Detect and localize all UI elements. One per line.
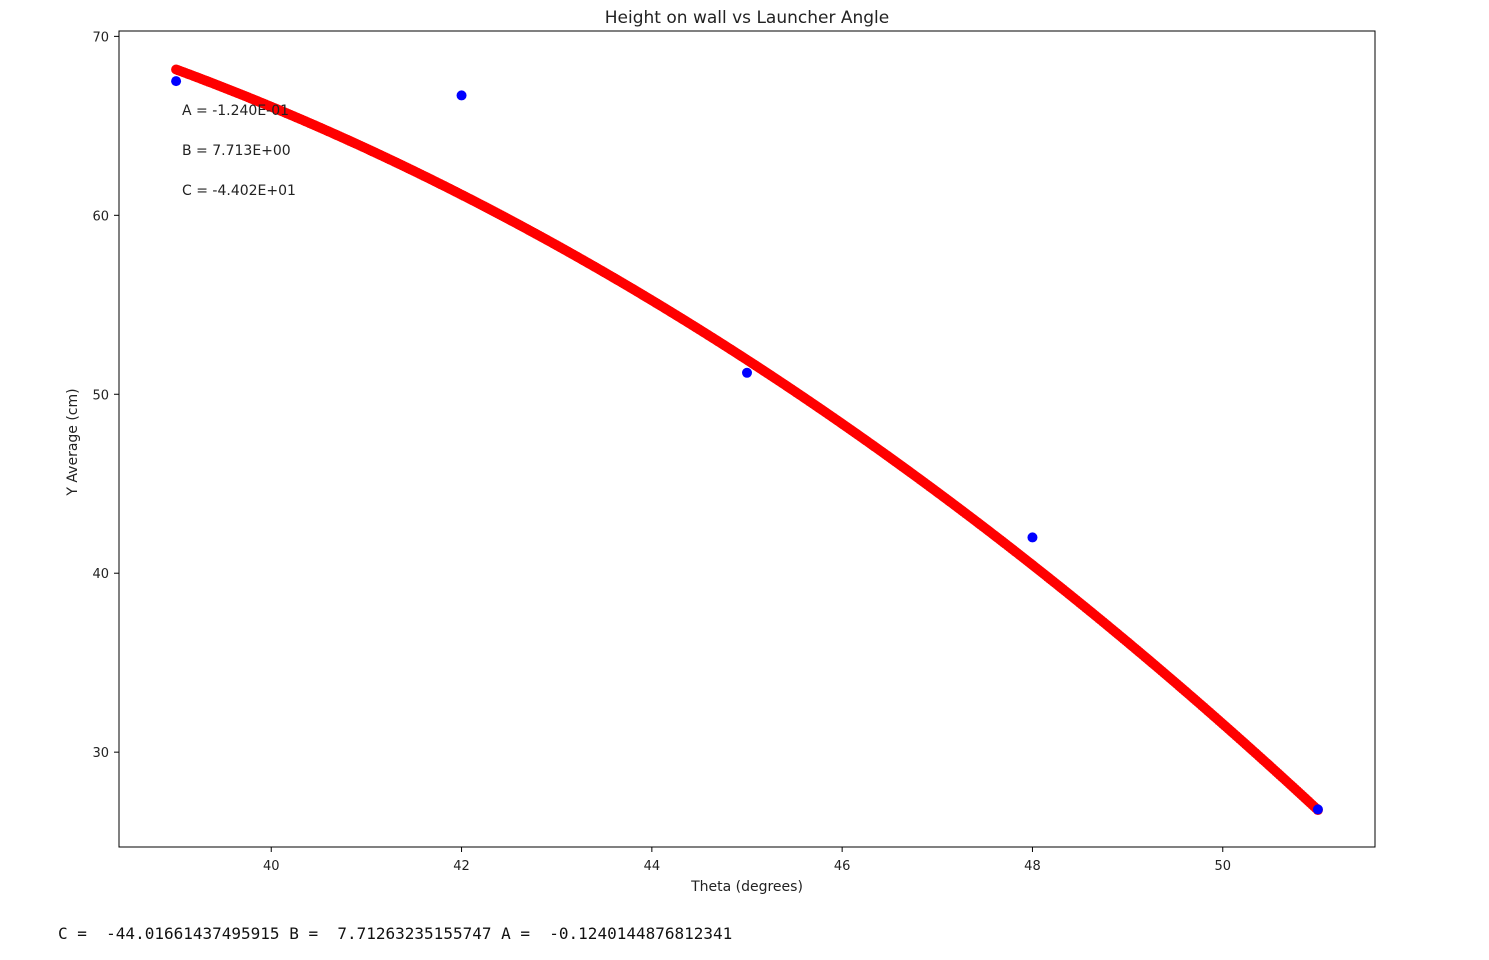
x-tick-label: 46 — [834, 859, 851, 874]
annotation-b: B = 7.713E+00 — [182, 143, 291, 159]
y-tick-label: 30 — [92, 746, 109, 761]
chart: Height on wall vs Launcher Angle 40 42 44 4… — [65, 8, 1376, 895]
annotation-a: A = -1.240E-01 — [182, 103, 289, 119]
x-tick-label: 42 — [453, 859, 470, 874]
x-tick-label: 50 — [1214, 859, 1231, 874]
y-tick-label: 50 — [92, 388, 109, 403]
x-tick-label: 48 — [1024, 859, 1041, 874]
data-point — [742, 367, 752, 378]
annotation-c: C = -4.402E+01 — [182, 183, 296, 199]
plot-area — [171, 64, 1323, 816]
x-tick-label: 40 — [263, 859, 280, 874]
x-tick-label: 44 — [644, 859, 661, 874]
x-axis-label: Theta (degrees) — [690, 879, 803, 895]
data-point — [1027, 532, 1038, 543]
y-tick-label: 70 — [92, 30, 109, 45]
data-point — [456, 90, 467, 101]
fit-annotations: A = -1.240E-01 B = 7.713E+00 C = -4.402E… — [182, 103, 296, 199]
data-point — [171, 76, 182, 87]
y-axis: 30 40 50 60 70 — [92, 30, 119, 761]
console-output: C = -44.01661437495915 B = 7.71263235155… — [58, 924, 733, 943]
plot-frame — [118, 30, 1376, 848]
y-tick-label: 40 — [92, 567, 109, 582]
y-axis-label: Y Average (cm) — [65, 388, 81, 496]
data-point — [1312, 804, 1323, 815]
y-tick-label: 60 — [92, 209, 109, 224]
chart-title: Height on wall vs Launcher Angle — [605, 8, 889, 28]
x-axis: 40 42 44 46 48 50 — [263, 847, 1231, 874]
